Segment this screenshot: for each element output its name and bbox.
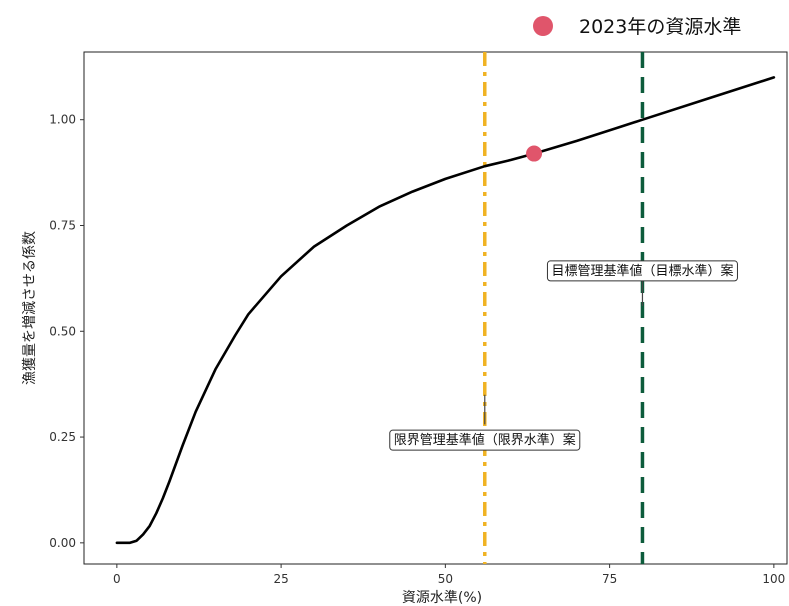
annotation-box <box>389 429 581 451</box>
legend: 2023年の資源水準 <box>533 16 741 38</box>
y-tick-label: 0.00 <box>49 536 76 550</box>
x-axis-title: 資源水準(%) <box>402 590 482 606</box>
annotation-box <box>546 260 738 282</box>
legend-label: 2023年の資源水準 <box>579 16 741 38</box>
y-tick-label: 0.75 <box>49 218 76 232</box>
y-tick-label: 1.00 <box>49 113 76 127</box>
x-tick-label: 25 <box>273 572 288 586</box>
x-tick-label: 50 <box>438 572 453 586</box>
reference-lines <box>483 52 645 564</box>
plot-panel <box>83 51 788 565</box>
annotation-label: 目標管理基準値（目標水準）案 <box>551 263 733 279</box>
annotation-label: 限界管理基準値（限界水準）案 <box>394 432 576 448</box>
x-tick-label: 75 <box>602 572 617 586</box>
y-axis: 0.00 0.25 0.50 0.75 1.00 <box>49 113 84 550</box>
y-tick-label: 0.50 <box>49 324 76 338</box>
annotation-1: 限界管理基準値（限界水準）案 <box>389 394 581 451</box>
legend-marker <box>533 16 553 36</box>
annotation-2: 目標管理基準値（目標水準）案 <box>546 260 738 306</box>
x-tick-label: 0 <box>113 572 121 586</box>
x-axis: 0 25 50 75 100 <box>113 564 785 586</box>
x-tick-label: 100 <box>762 572 785 586</box>
annotations: 限界管理基準値（限界水準）案 目標管理基準値（目標水準）案 <box>389 260 738 451</box>
current-level-point <box>526 145 543 162</box>
y-tick-label: 0.25 <box>49 430 76 444</box>
y-axis-title: 漁獲量を増減させる係数 <box>21 231 38 385</box>
